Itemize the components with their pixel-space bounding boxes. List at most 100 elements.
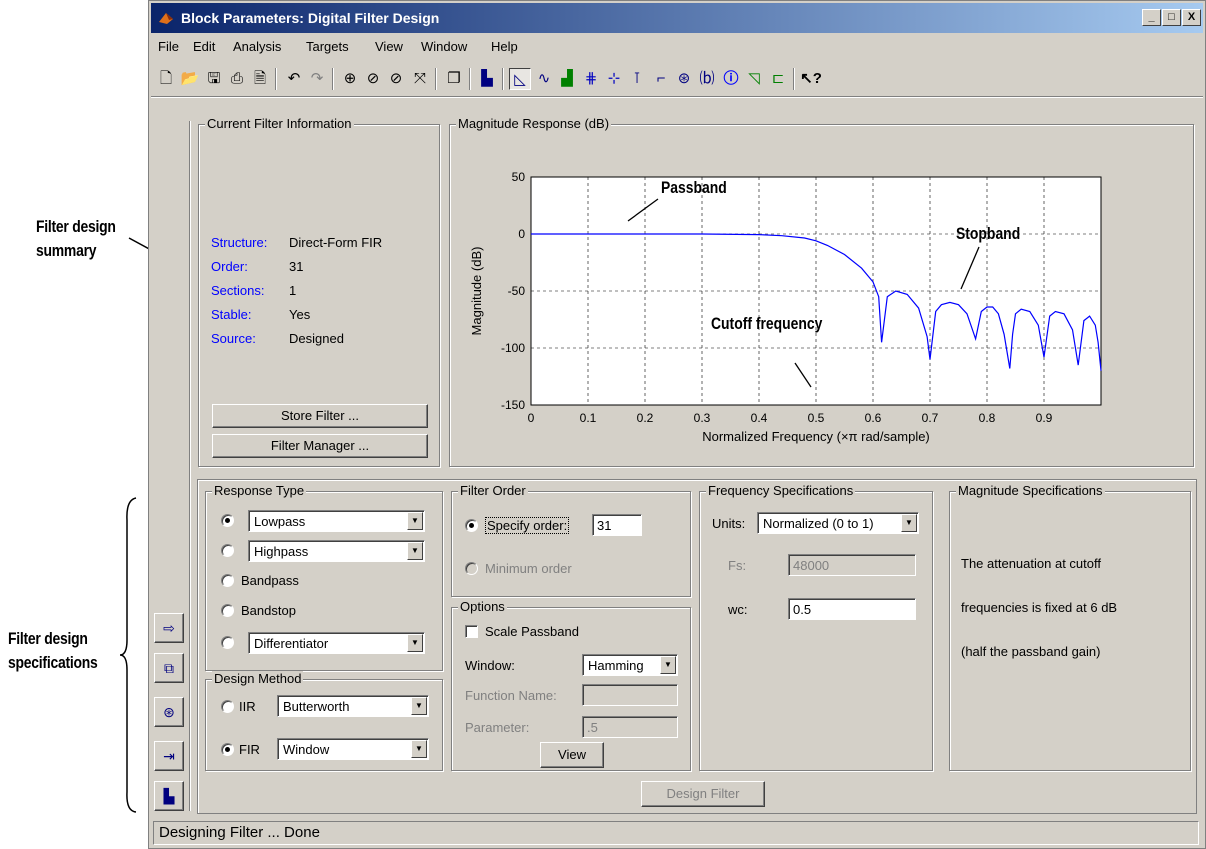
chart-annotation: Stopband [956, 225, 1020, 244]
minimum-order-label[interactable]: Minimum order [485, 561, 572, 576]
zoom-in-icon[interactable]: ⊕ [343, 70, 357, 87]
view-window-button[interactable]: View [540, 742, 604, 768]
toolbar-separator [502, 68, 504, 90]
order-input[interactable]: 31 [592, 514, 642, 536]
chart-annotation: Cutoff frequency [711, 315, 823, 334]
chevron-down-icon[interactable]: ▼ [407, 542, 423, 560]
new-icon[interactable]: 🗋 [159, 70, 173, 87]
chevron-down-icon[interactable]: ▼ [407, 634, 423, 652]
minimum-order-radio[interactable] [465, 562, 478, 575]
save-icon[interactable]: 🖫 [207, 70, 221, 87]
close-button[interactable]: X [1182, 9, 1201, 26]
noise-power-icon[interactable]: ⊏ [771, 70, 785, 87]
filter-manager-button[interactable]: Filter Manager ... [212, 434, 428, 458]
zoom-x-icon[interactable]: ⊘ [366, 70, 380, 87]
chevron-down-icon[interactable]: ▼ [660, 656, 676, 674]
fir-radio[interactable] [221, 743, 234, 756]
chevron-down-icon[interactable]: ▼ [411, 697, 427, 715]
sidebar-pole-zero-editor-icon[interactable]: ⊛ [154, 697, 184, 727]
differentiator-select[interactable]: Differentiator ▼ [248, 632, 425, 654]
wc-input[interactable]: 0.5 [788, 598, 916, 620]
sidebar-realize-model-icon[interactable]: ⇥ [154, 741, 184, 771]
step-response-icon[interactable]: ⌐ [656, 70, 666, 87]
stable-value: Yes [289, 307, 311, 322]
menu-window[interactable]: Window [421, 39, 468, 54]
pole-zero-icon[interactable]: ⊛ [677, 70, 691, 87]
matlab-logo-icon [159, 13, 173, 24]
magnitude-estimate-icon[interactable]: ◹ [748, 70, 760, 87]
chevron-down-icon[interactable]: ▼ [901, 514, 917, 532]
info-icon[interactable]: ⓘ [723, 70, 739, 87]
impulse-response-icon[interactable]: ⊺ [633, 70, 641, 87]
magnitude-response-icon[interactable]: ◺ [509, 68, 531, 90]
bandpass-radio[interactable] [221, 574, 234, 587]
menu-file[interactable]: File [158, 39, 179, 54]
sidebar-transform-filter-icon[interactable]: ⧉ [154, 653, 184, 683]
specify-order-radio[interactable] [465, 519, 478, 532]
iir-method-select[interactable]: Butterworth ▼ [277, 695, 429, 717]
magnitude-phase-icon[interactable]: ▟ [561, 70, 573, 87]
title-bar[interactable]: Block Parameters: Digital Filter Design … [151, 3, 1203, 33]
sidebar-design-filter-icon[interactable]: ▙ [154, 781, 184, 811]
scale-passband-label[interactable]: Scale Passband [485, 624, 579, 639]
zoom-y-icon[interactable]: ⊘ [389, 70, 403, 87]
annotation-pointer [627, 198, 659, 222]
fs-value: 48000 [793, 558, 830, 573]
highpass-radio[interactable] [221, 544, 234, 557]
whats-this-icon[interactable]: ↖? [800, 70, 822, 87]
menu-edit[interactable]: Edit [193, 39, 216, 54]
menu-analysis[interactable]: Analysis [233, 39, 282, 54]
differentiator-radio[interactable] [221, 636, 234, 649]
print-icon[interactable]: ⎙ [230, 70, 243, 87]
undo-icon[interactable]: ↶ [287, 70, 301, 87]
store-filter-button[interactable]: Store Filter ... [212, 404, 428, 428]
filter-design-icon[interactable]: ▙ [481, 70, 493, 87]
chevron-down-icon[interactable]: ▼ [407, 512, 423, 530]
units-select[interactable]: Normalized (0 to 1) ▼ [757, 512, 919, 534]
magnitude-spec-line1: The attenuation at cutoff [961, 556, 1101, 571]
coefficients-icon[interactable]: ⒝ [699, 70, 715, 87]
y-tick-label: -50 [508, 284, 526, 298]
menu-targets[interactable]: Targets [306, 39, 349, 54]
bandpass-label[interactable]: Bandpass [241, 573, 299, 588]
design-filter-button[interactable]: Design Filter [641, 781, 765, 807]
parameter-input[interactable]: .5 [582, 716, 678, 738]
lowpass-radio[interactable] [221, 514, 234, 527]
fs-input[interactable]: 48000 [788, 554, 916, 576]
specs-brace [119, 497, 137, 813]
window-select[interactable]: Hamming ▼ [582, 654, 678, 676]
minimize-button[interactable]: _ [1142, 9, 1161, 26]
print-preview-icon[interactable]: 🗎 [253, 70, 267, 87]
magnitude-spec-line3: (half the passband gain) [961, 644, 1101, 659]
iir-radio[interactable] [221, 700, 234, 713]
phase-response-icon[interactable]: ∿ [537, 70, 551, 87]
bandstop-label[interactable]: Bandstop [241, 603, 296, 618]
menu-help[interactable]: Help [491, 39, 518, 54]
group-delay-icon[interactable]: ⋕ [584, 70, 598, 87]
chevron-down-icon[interactable]: ▼ [411, 740, 427, 758]
redo-icon[interactable]: ↷ [310, 70, 324, 87]
highpass-select[interactable]: Highpass ▼ [248, 540, 425, 562]
scale-passband-checkbox[interactable] [465, 625, 478, 638]
frequency-specifications-panel: Frequency Specifications Units: Normaliz… [699, 483, 933, 771]
x-tick-label: 0.8 [979, 411, 996, 425]
toolbar-separator [435, 68, 437, 90]
fir-label[interactable]: FIR [239, 742, 260, 757]
full-view-icon[interactable]: ⤧ [413, 70, 426, 87]
fir-method-select[interactable]: Window ▼ [277, 738, 429, 760]
specify-order-label[interactable]: Specify order: [485, 517, 570, 534]
magnitude-response-title: Magnitude Response (dB) [456, 116, 612, 132]
bandstop-radio[interactable] [221, 604, 234, 617]
iir-label[interactable]: IIR [239, 699, 256, 714]
maximize-button[interactable]: □ [1162, 9, 1181, 26]
sidebar-import-filter-icon[interactable]: ⇨ [154, 613, 184, 643]
menu-view[interactable]: View [375, 39, 403, 54]
x-tick-label: 0 [528, 411, 535, 425]
x-tick-label: 0.2 [637, 411, 654, 425]
new-figure-icon[interactable]: ❐ [447, 70, 461, 87]
open-icon[interactable]: 📂 [180, 70, 200, 87]
phase-delay-icon[interactable]: ⊹ [607, 70, 621, 87]
lowpass-select[interactable]: Lowpass ▼ [248, 510, 425, 532]
function-name-input[interactable] [582, 684, 678, 706]
annotation-summary-line1: Filter design [36, 217, 116, 236]
